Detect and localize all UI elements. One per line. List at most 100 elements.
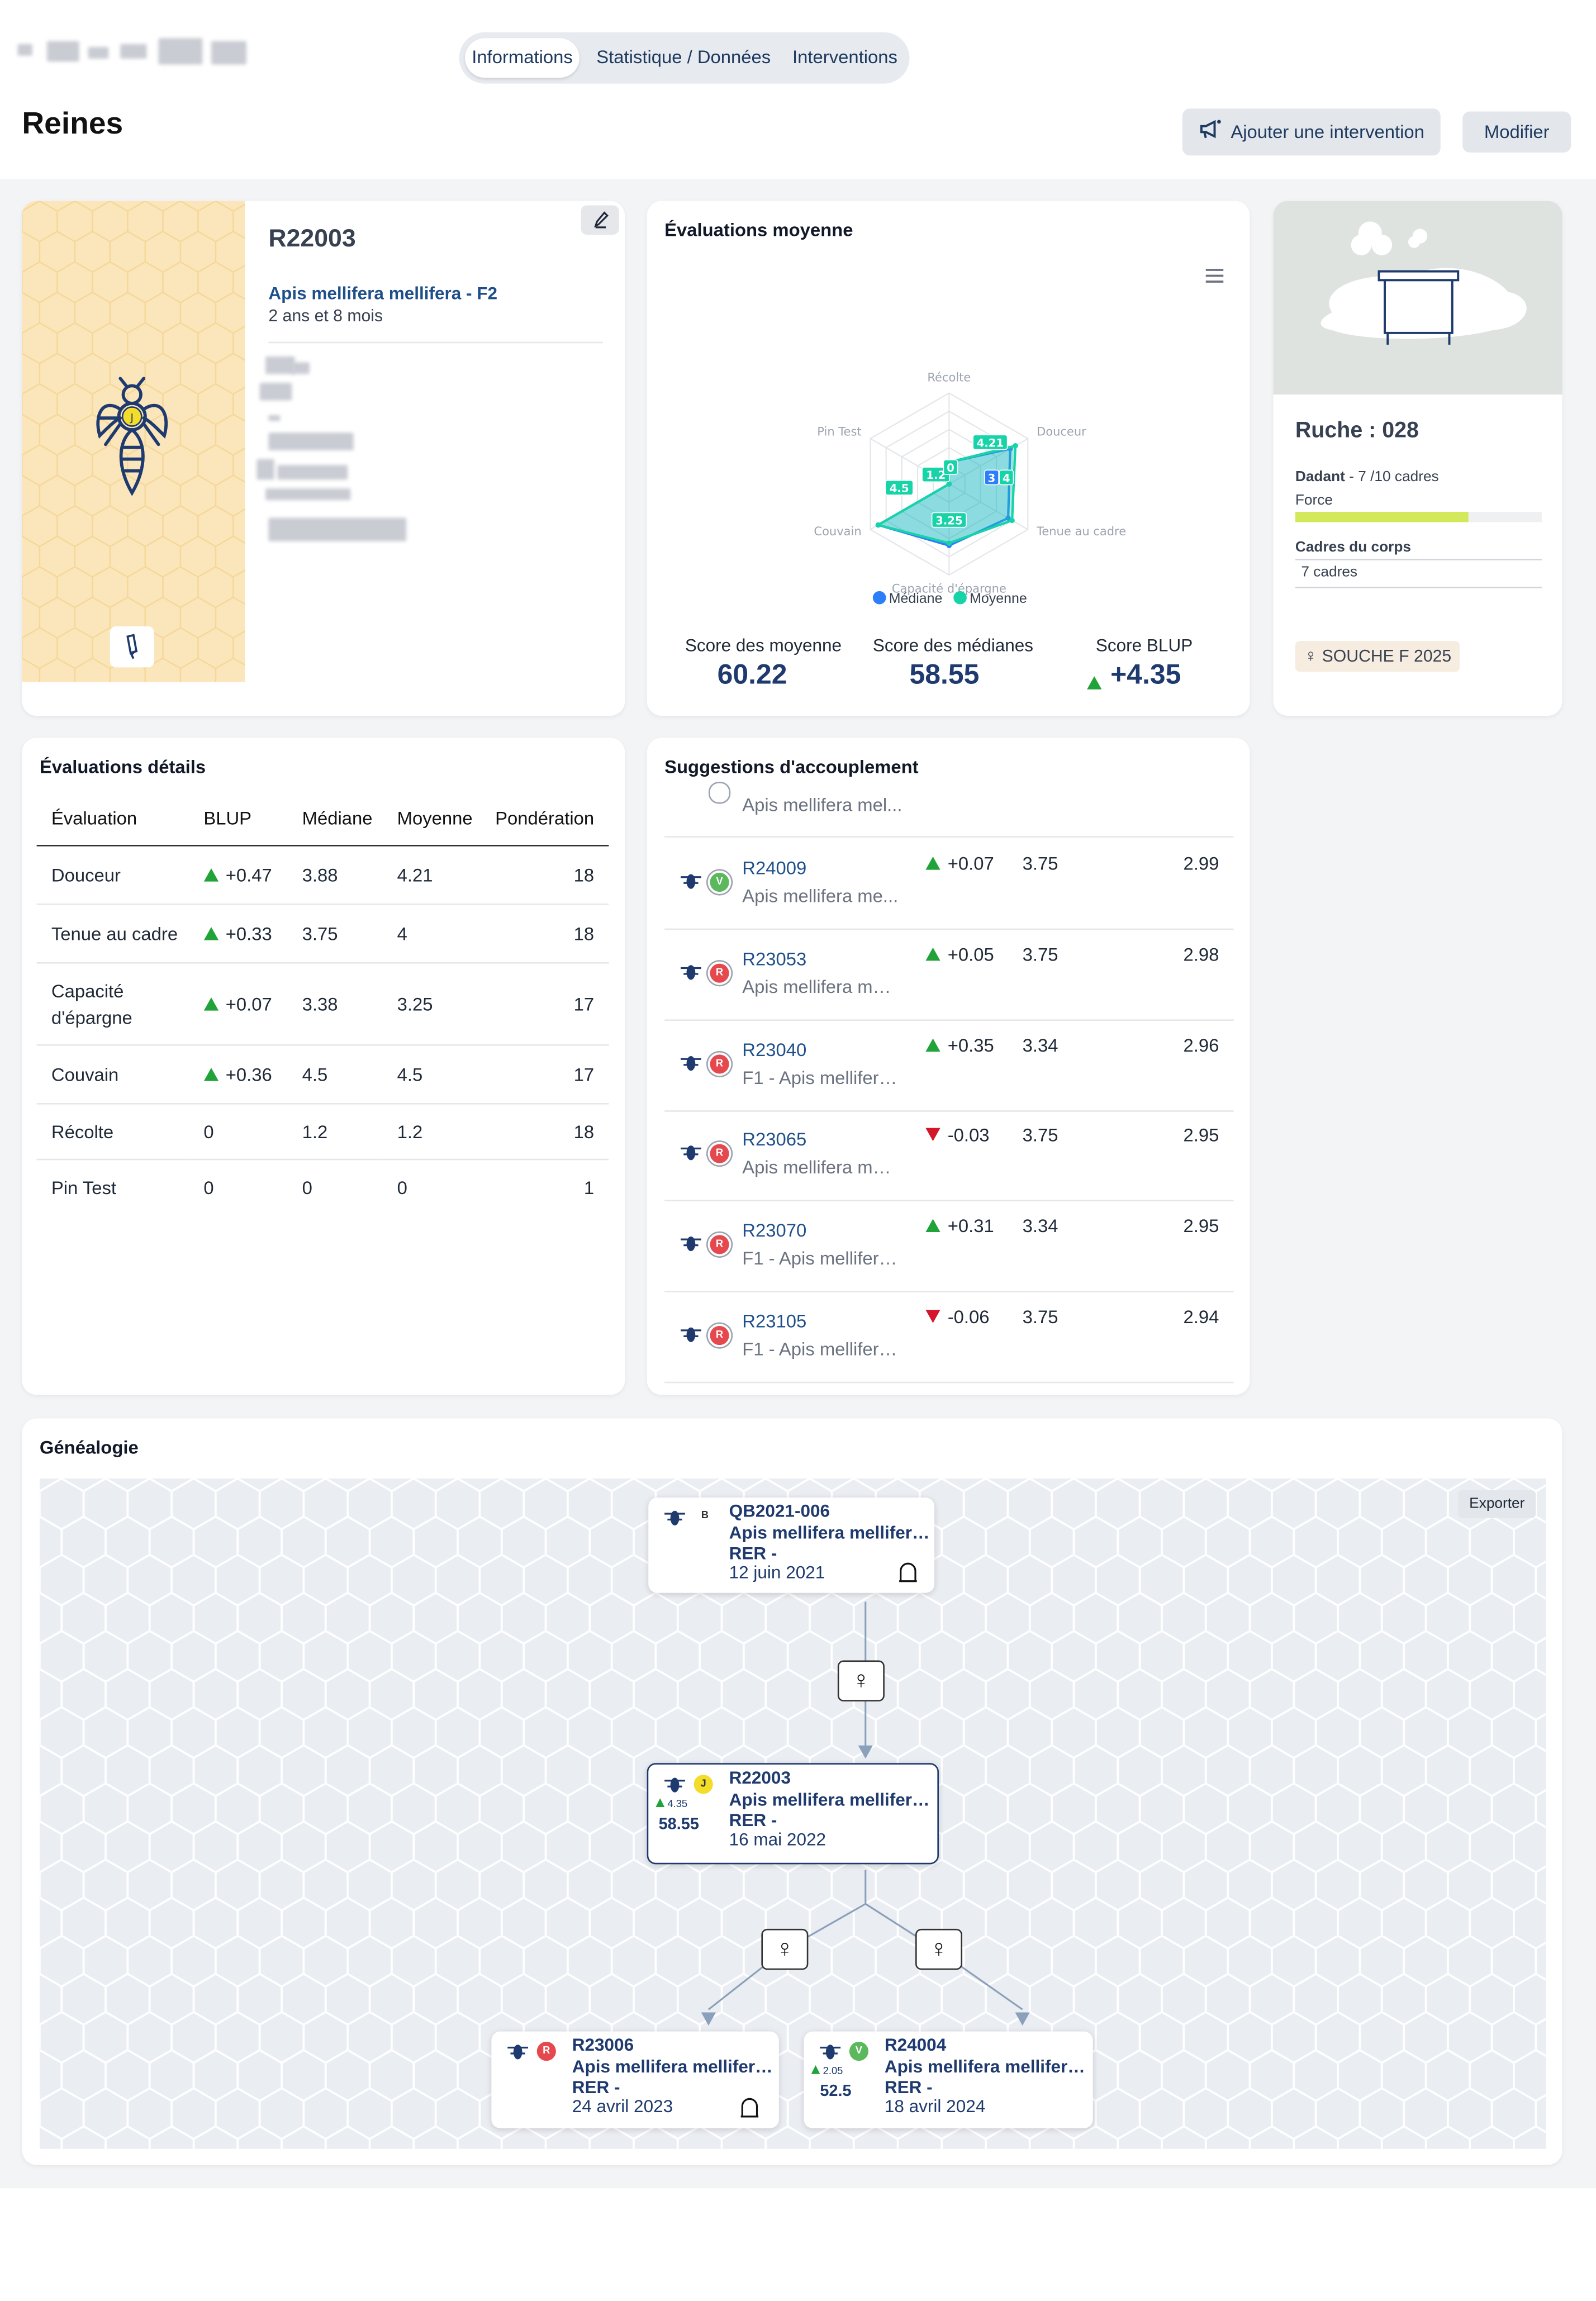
radar-axis-label: Douceur — [1037, 425, 1086, 439]
tab-statistique[interactable]: Statistique / Données — [596, 47, 771, 68]
evaluations-table: Évaluation BLUP Médiane Moyenne Pondérat… — [36, 792, 609, 1215]
chart-menu-icon[interactable] — [1204, 265, 1225, 292]
suggestion-id[interactable]: R24009 — [742, 858, 807, 879]
blup-value: +0.36 — [189, 1045, 288, 1105]
current-blup-value: 4.35 — [667, 1799, 688, 1810]
weight-value-text: 1 — [583, 1177, 595, 1198]
partial-row-divider — [664, 836, 1234, 838]
evaluation-name: Tenue au cadre — [36, 904, 189, 964]
genealogy-current-node[interactable]: J 4.35 58.55 R22003 Apis mellifera melli… — [647, 1763, 939, 1865]
bee-icon — [679, 1232, 702, 1260]
col-mean: Moyenne — [382, 792, 481, 847]
suggestion-id[interactable]: R23053 — [742, 948, 807, 969]
queen-bee-icon: J — [91, 377, 173, 505]
marker-icon — [126, 634, 138, 659]
radar-data-label: 0 — [947, 462, 954, 474]
evaluation-name-text: Pin Test — [51, 1177, 117, 1198]
suggestion-id[interactable]: R23065 — [742, 1130, 807, 1151]
mean-value-text: 1.2 — [397, 1121, 423, 1142]
suggestion-id[interactable]: R23105 — [742, 1311, 807, 1332]
genealogy-parent-node[interactable]: B QB2021-006 Apis mellifera mellifera -.… — [648, 1497, 935, 1593]
bee-icon — [679, 1323, 702, 1351]
bee-icon — [679, 1142, 702, 1169]
radar-data-label: 1.2 — [926, 469, 946, 482]
radar-data-label: 4.5 — [890, 482, 909, 495]
mean-value-text: 3.25 — [397, 993, 433, 1015]
mean-value-text: 4 — [397, 923, 407, 944]
suggestion-row[interactable]: R R23040 F1 - Apis mellifera... +0.35 3.34 2.… — [664, 1019, 1234, 1111]
suggestion-median: 3.75 — [1022, 944, 1058, 965]
suggestion-blup: -0.06 — [925, 1307, 990, 1328]
edit-queen-button[interactable] — [581, 205, 619, 235]
suggestion-race: F1 - Apis mellifera... — [742, 1248, 901, 1270]
current-date: 16 mai 2022 — [729, 1829, 826, 1850]
genealogy-child-node[interactable]: V 2.05 52.5 R24004 Apis mellifera mellif… — [804, 2031, 1093, 2128]
legend-median-label: Médiane — [889, 591, 943, 607]
add-intervention-button[interactable]: Ajouter une intervention — [1182, 108, 1441, 156]
trend-down-icon — [925, 1128, 940, 1142]
suggestion-blup: +0.35 — [925, 1035, 994, 1056]
female-connector-right: ♀ — [915, 1928, 962, 1970]
suggestion-blup: -0.03 — [925, 1125, 990, 1146]
evaluation-name-text: Récolte — [51, 1121, 114, 1142]
color-badge: R — [710, 963, 729, 983]
suggestion-race: F1 - Apis mellifera... — [742, 1067, 901, 1088]
queen-id: R22003 — [268, 224, 356, 253]
trend-up-icon — [203, 867, 218, 881]
weight-value-text: 18 — [573, 923, 595, 944]
evaluation-name-text: Couvain — [51, 1064, 119, 1085]
blup-value-text: +0.47 — [225, 864, 272, 886]
current-badge: J — [694, 1775, 713, 1794]
legend-median: Médiane — [872, 591, 943, 607]
marker-pen-button[interactable] — [110, 626, 154, 668]
radar-chart: Récolte Douceur Tenue au cadre Capacité d'é… — [814, 371, 1126, 596]
suggestion-race: Apis mellifera mel... — [742, 1158, 901, 1178]
table-row: Pin Test 0 0 0 1 — [37, 1159, 609, 1215]
hive-type-rest: - 7 /10 cadres — [1345, 469, 1439, 486]
suggestion-id[interactable]: R23070 — [742, 1220, 807, 1242]
export-button[interactable]: Exporter — [1458, 1490, 1536, 1518]
trend-up-icon — [925, 1038, 940, 1052]
child-rer: RER - — [572, 2077, 620, 2098]
suggestions-title: Suggestions d'accouplement — [664, 757, 919, 778]
trend-up-icon — [203, 996, 218, 1010]
legend-median-dot — [872, 591, 886, 605]
bee-icon — [663, 1506, 687, 1534]
genealogy-child-node[interactable]: R R23006 Apis mellifera mellifera -... R… — [491, 2031, 779, 2128]
median-value: 3.75 — [287, 904, 383, 964]
tombstone-icon — [898, 1562, 919, 1590]
evaluation-name-text: Douceur — [51, 864, 121, 886]
suggestion-row[interactable]: V R24009 Apis mellifera me... +0.07 3.75 2.99 — [664, 838, 1234, 930]
hive-image — [1273, 201, 1562, 395]
color-badge: R — [710, 1235, 729, 1254]
suggestion-row[interactable]: R R23053 Apis mellifera mel... +0.05 3.75 2.9… — [664, 928, 1234, 1021]
parent-rer: RER - — [729, 1543, 777, 1564]
tab-interventions[interactable]: Interventions — [792, 47, 897, 68]
edit-button[interactable]: Modifier — [1462, 111, 1571, 153]
current-score: 58.55 — [658, 1815, 699, 1834]
radar-axis-label: Couvain — [814, 525, 861, 538]
child-blup: 2.05 — [811, 2065, 843, 2077]
mean-value-text: 4.5 — [397, 1064, 423, 1085]
blup-value-text: +0.33 — [225, 923, 272, 944]
radar-data-label: 3 — [988, 472, 996, 484]
parent-badge: B — [701, 1510, 709, 1522]
table-row: Douceur +0.47 3.88 4.21 18 — [36, 845, 609, 905]
cadres-value: 7 cadres — [1301, 564, 1358, 581]
suggestion-id[interactable]: R23040 — [742, 1039, 807, 1060]
suggestion-score: 2.98 — [1183, 944, 1219, 965]
median-value-text: 1.2 — [302, 1121, 328, 1142]
partial-row-badge — [708, 782, 731, 804]
evaluation-name-text: Tenue au cadre — [51, 923, 178, 944]
current-rer: RER - — [729, 1810, 777, 1831]
suggestion-row[interactable]: R R23105 F1 - Apis mellifera... -0.06 3.75 2.… — [664, 1291, 1234, 1384]
child-score: 52.5 — [820, 2083, 852, 2101]
tab-informations[interactable]: Informations — [465, 38, 580, 78]
suggestion-row[interactable]: R R23065 Apis mellifera mel... -0.03 3.75 2.9… — [664, 1110, 1234, 1202]
mean-value-text: 4.21 — [397, 864, 433, 886]
weight-value: 18 — [480, 1104, 609, 1161]
score-median-value: 58.55 — [909, 660, 980, 691]
genealogy-title: Généalogie — [39, 1437, 139, 1458]
suggestion-score: 2.99 — [1183, 853, 1219, 874]
suggestion-row[interactable]: R R23070 F1 - Apis mellifera... +0.31 3.34 2.… — [664, 1200, 1234, 1293]
